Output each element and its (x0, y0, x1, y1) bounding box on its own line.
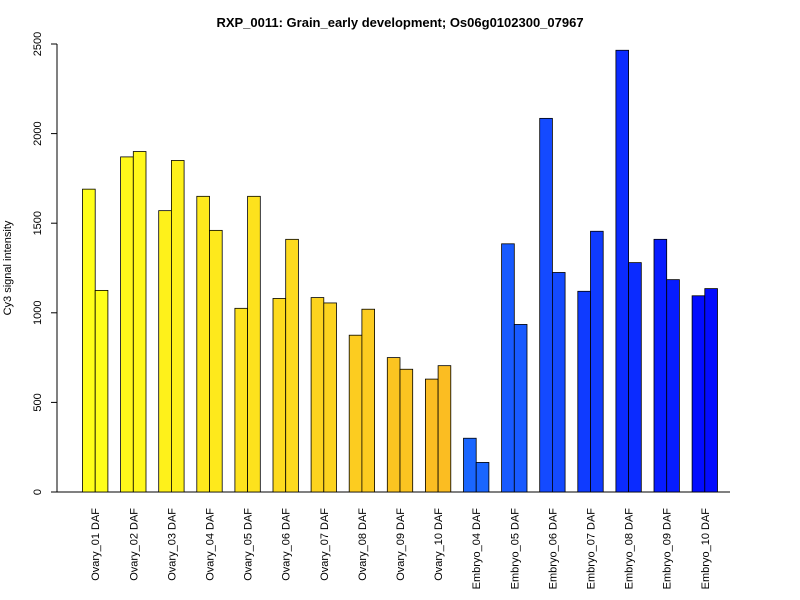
y-tick-label: 2500 (32, 32, 44, 56)
x-tick-label: Embryo_04 DAF (471, 508, 483, 590)
x-tick-label: Embryo_06 DAF (547, 508, 559, 590)
bar (361, 308, 375, 493)
bar (310, 297, 325, 493)
bar (501, 243, 515, 493)
x-tick-label: Ovary_10 DAF (433, 508, 445, 581)
x-tick-label: Embryo_07 DAF (586, 508, 598, 590)
x-tick-label: Ovary_08 DAF (357, 508, 369, 581)
y-tick-label: 0 (32, 489, 44, 495)
bar (577, 290, 591, 493)
bar (94, 289, 109, 493)
x-tick-label: Ovary_01 DAF (90, 508, 102, 581)
y-axis-label: Cy3 signal intensity (2, 220, 14, 315)
y-tick-label: 1500 (32, 211, 44, 235)
bar (285, 238, 299, 493)
bars-group (57, 49, 730, 493)
bar (323, 302, 337, 493)
x-tick-label: Ovary_02 DAF (128, 508, 140, 581)
x-tick-label: Ovary_06 DAF (281, 508, 293, 581)
bar (704, 288, 718, 493)
bar (513, 324, 528, 493)
bar (653, 238, 668, 493)
x-tick-label: Embryo_05 DAF (509, 508, 521, 590)
x-tick-label: Ovary_04 DAF (205, 508, 217, 581)
bar (628, 262, 642, 493)
y-tick-label: 1000 (32, 301, 44, 325)
bar (234, 307, 248, 493)
bar (539, 117, 553, 493)
bar (552, 272, 566, 493)
bar (475, 462, 490, 493)
bar (666, 279, 680, 493)
chart-title: RXP_0011: Grain_early development; Os06g… (216, 15, 583, 30)
bar (691, 295, 706, 493)
x-axis-labels: Ovary_01 DAF Ovary_02 DAF Ovary_03 DAF Ovar… (90, 508, 712, 590)
bar (247, 195, 261, 493)
bar (348, 334, 363, 493)
bar (170, 160, 185, 493)
y-axis: 0 500 1000 1500 2000 2500 (32, 32, 58, 495)
x-tick-label: Ovary_09 DAF (395, 508, 407, 581)
bar (590, 230, 604, 493)
bar (386, 357, 401, 493)
x-tick-label: Embryo_10 DAF (700, 508, 712, 590)
bar (437, 365, 452, 493)
x-tick-label: Ovary_05 DAF (243, 508, 255, 581)
bar (132, 151, 147, 493)
bar (196, 195, 210, 493)
y-tick-label: 2000 (32, 121, 44, 145)
bar (158, 210, 172, 493)
x-tick-label: Ovary_03 DAF (166, 508, 178, 581)
x-tick-label: Ovary_07 DAF (319, 508, 331, 581)
bar (209, 229, 223, 493)
x-tick-label: Embryo_09 DAF (662, 508, 674, 590)
x-tick-label: Embryo_08 DAF (624, 508, 636, 590)
bar (272, 298, 287, 493)
bar (120, 156, 134, 493)
bar (615, 49, 630, 493)
y-tick-label: 500 (32, 393, 44, 411)
bar (424, 378, 439, 493)
bar (399, 368, 414, 493)
bar (463, 437, 477, 493)
bar (82, 188, 96, 493)
